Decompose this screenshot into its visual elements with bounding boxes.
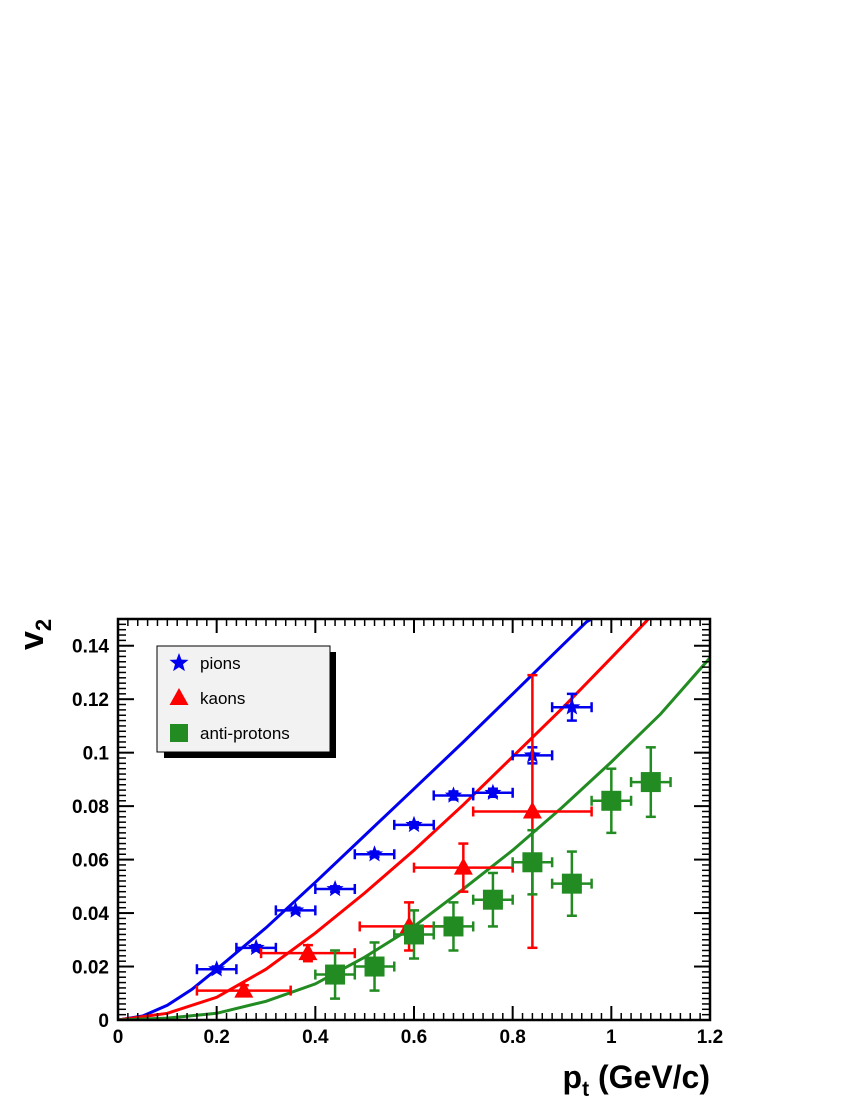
- x-tick-label: 0: [113, 1027, 124, 1048]
- legend-marker-pions: [169, 653, 189, 672]
- pions-point: [484, 783, 502, 800]
- x-tick-label: 0.8: [499, 1027, 525, 1048]
- model-curve-0: [118, 619, 593, 1020]
- anti-protons-point: [325, 964, 346, 985]
- kaons-point: [298, 943, 318, 961]
- legend: pions kaons anti-protons: [156, 645, 336, 758]
- pions-point: [247, 938, 265, 956]
- kaons-point: [453, 857, 473, 875]
- y-axis-title: v2: [13, 619, 56, 650]
- legend-marker-kaons: [169, 688, 189, 705]
- legend-label-kaons: kaons: [200, 689, 245, 708]
- anti-protons-point: [601, 790, 622, 811]
- x-tick-label: 0.6: [401, 1027, 427, 1048]
- pions-point: [405, 815, 423, 833]
- anti-protons-point: [522, 852, 543, 873]
- axes: 0 0.2 0.4 0.6 0.8 1 1.2 0 0.02 0.04 0.06 0.08 0.1 0.1…: [72, 618, 723, 1048]
- series-anti-protons: [314, 746, 672, 1000]
- y-tick-label: 0: [98, 1011, 109, 1032]
- legend-label-anti-protons: anti-protons: [200, 724, 290, 743]
- anti-protons-point: [364, 956, 385, 977]
- x-axis-title: pt (GeV/c): [563, 1059, 710, 1100]
- y-tick-label: 0.06: [72, 851, 109, 872]
- anti-protons-point: [443, 916, 464, 937]
- y-tick-label: 0.12: [72, 690, 109, 711]
- legend-label-pions: pions: [200, 654, 241, 673]
- legend-marker-anti-protons: [170, 724, 188, 742]
- anti-protons-point: [640, 772, 661, 793]
- pions-point: [208, 960, 226, 977]
- y-tick-label: 0.08: [72, 797, 109, 818]
- data-points: [195, 673, 672, 1000]
- pions-point: [563, 698, 581, 715]
- y-tick-label: 0.04: [72, 904, 109, 925]
- y-tick-label: 0.02: [72, 958, 109, 979]
- anti-protons-point: [561, 873, 582, 894]
- model-curve-1: [118, 619, 650, 1020]
- y-tick-label: 0.14: [72, 637, 109, 658]
- x-tick-label: 0.2: [203, 1027, 229, 1048]
- pions-point: [366, 845, 384, 862]
- anti-protons-point: [482, 889, 503, 910]
- x-tick-label: 1.2: [697, 1027, 723, 1048]
- x-tick-label: 1: [606, 1027, 617, 1048]
- pions-point: [287, 901, 305, 918]
- kaons-point: [522, 801, 542, 819]
- kaons-point: [234, 980, 254, 998]
- y-tick-label: 0.1: [83, 744, 110, 765]
- anti-protons-point: [404, 924, 424, 945]
- pions-point: [444, 786, 462, 803]
- pions-point: [326, 880, 344, 897]
- x-tick-label: 0.4: [302, 1027, 329, 1048]
